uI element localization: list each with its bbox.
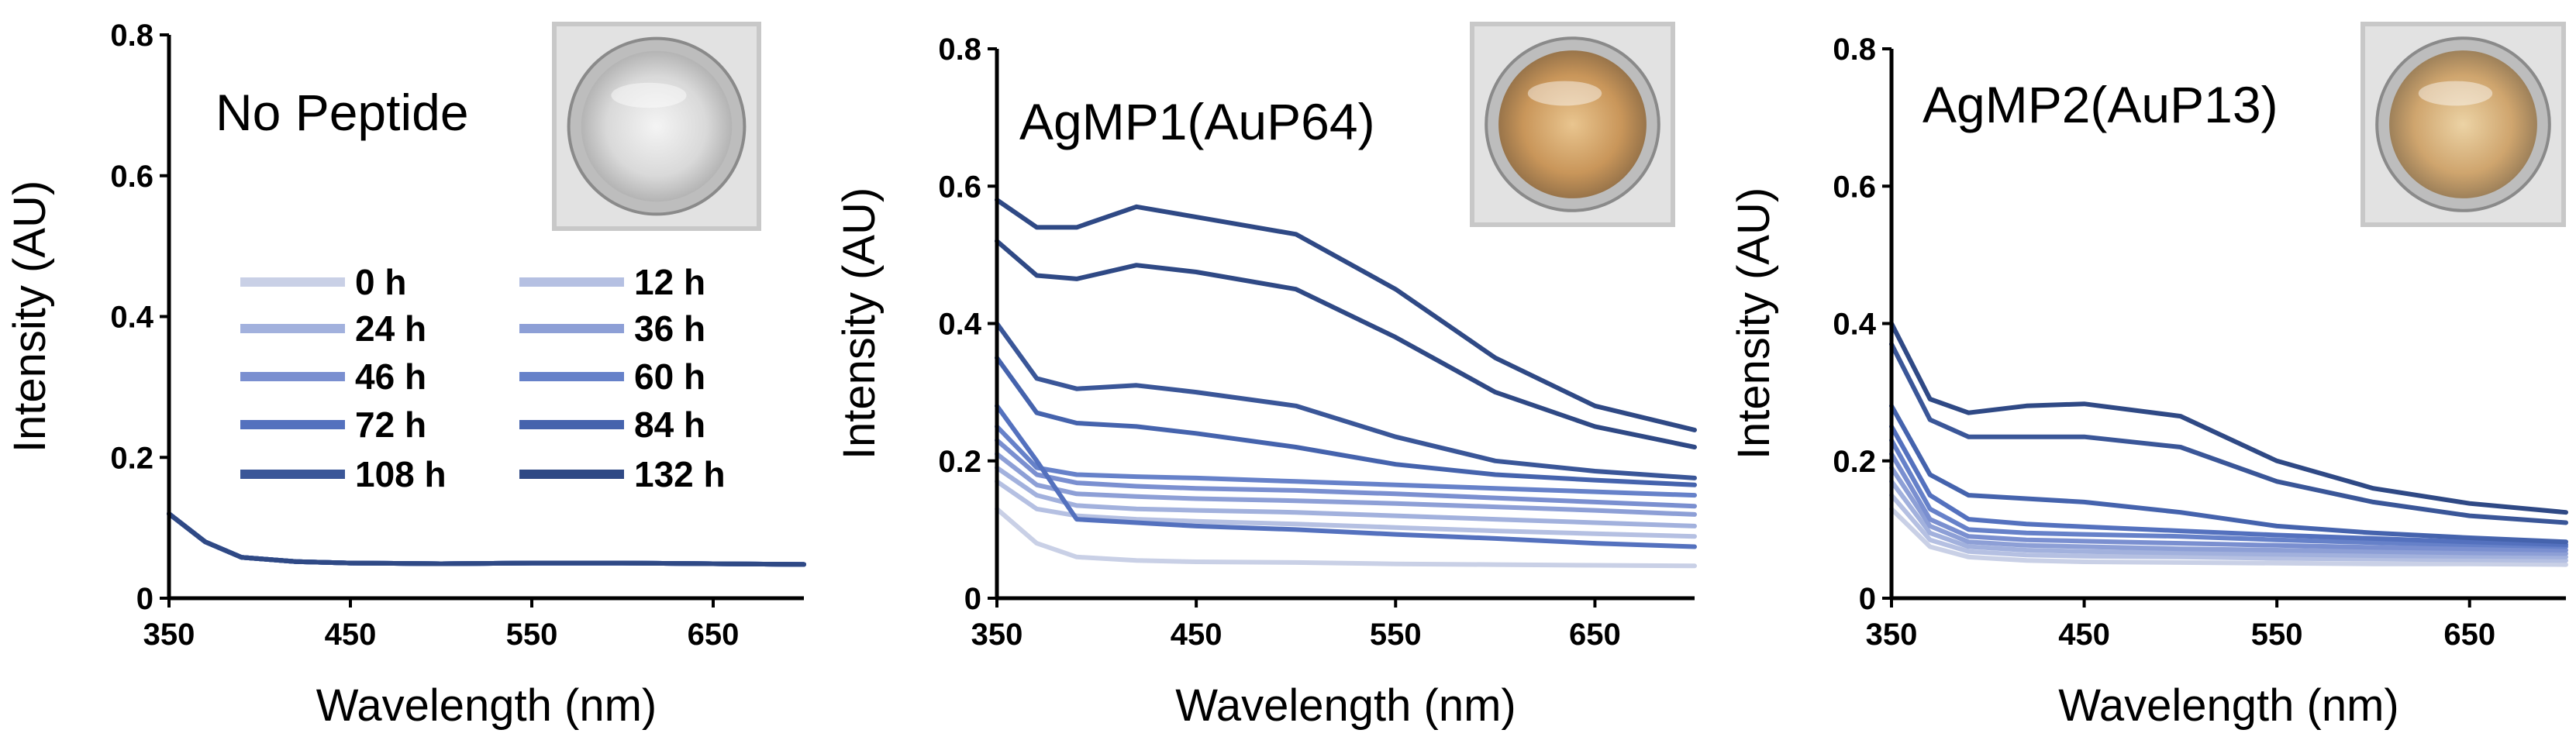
series-line-72h [1889,424,2568,547]
panel-1: 0 0.2 0.4 0.6 0.8 350 450 550 650 Wavelength (nm)… [5,19,806,731]
series-line-84h [1889,403,2568,545]
x-tick-label: 650 [1569,618,1621,652]
y-tick-label: 0.4 [1833,308,1876,342]
series-line-84h [995,355,1697,487]
x-tick-label: 450 [1171,618,1222,652]
panel-title: No Peptide [216,84,469,141]
panel-title: AgMP1(AuP64) [1019,93,1375,150]
y-tick-label: 0.6 [1833,170,1876,204]
series-line-72h [995,403,1697,549]
y-tick-label: 0 [1859,582,1876,616]
vial-highlight [611,82,687,108]
y-tick-label: 0.2 [1833,445,1876,479]
y-axis-title: Intensity (AU) [5,181,55,453]
series-line-132h [995,239,1697,449]
y-axis-title: Intensity (AU) [1729,188,1779,460]
y-tick-label: 0.4 [110,301,153,335]
x-tick-label: 350 [971,618,1023,652]
y-tick-label: 0.6 [110,160,153,194]
vial-photo [552,22,761,231]
x-axis-title: Wavelength (nm) [316,680,657,731]
y-tick-label: 0.2 [938,445,981,479]
legend-label: 46 h [355,356,426,397]
x-tick-label: 650 [688,618,740,652]
x-tick-label: 450 [2058,618,2110,652]
series-lines [1889,321,2568,567]
series-line-0h [995,506,1697,569]
y-tick-label: 0.8 [938,33,981,67]
vial-liquid [1498,50,1647,198]
x-tick-label: 550 [506,618,558,652]
legend-label: 108 h [355,454,447,494]
series-line-132h [995,198,1697,432]
series-line-60h [1889,438,2568,549]
x-axis-title: Wavelength (nm) [1175,680,1516,731]
series-line-108h [1889,342,2568,525]
panel-3: 0 0.2 0.4 0.6 0.8 350 450 550 650 Wavelength (nm)… [1729,22,2568,731]
vial-photo [2360,22,2566,227]
legend-label: 0 h [355,262,406,302]
legend-label: 24 h [355,308,426,349]
vial-photo [1470,22,1675,227]
series-line-0h [1889,506,2568,567]
y-tick-label: 0.6 [938,170,981,204]
y-axis-title: Intensity (AU) [834,188,885,460]
panel-title: AgMP2(AuP13) [1923,76,2278,133]
series-line-24h [1889,479,2568,559]
vial-liquid [2389,50,2537,198]
series-line-46h [995,438,1697,509]
series-line-60h [995,424,1697,498]
legend-label: 60 h [634,356,705,397]
panel-2: 0 0.2 0.4 0.6 0.8 350 450 550 650 Wavelength (nm)… [834,22,1697,731]
legend: 0 h 12 h 24 h 36 h 46 h 60 h 72 h 84 h 108 h 132 … [240,262,726,494]
series-lines [167,511,806,567]
x-tick-label: 550 [1370,618,1422,652]
legend-label: 36 h [634,308,705,349]
series-line-12h [1889,493,2568,563]
y-tick-label: 0.2 [110,441,153,475]
series-line-24h [995,465,1697,528]
series-line-46h [1889,451,2568,553]
y-tick-label: 0 [136,582,153,616]
series-line-108h [995,321,1697,480]
y-tick-label: 0.8 [1833,33,1876,67]
vial-liquid [581,50,733,202]
x-tick-label: 450 [325,618,377,652]
legend-label: 84 h [634,404,705,445]
vial-highlight [1527,81,1602,106]
series-line-12h [995,479,1697,539]
legend-label: 72 h [355,404,426,445]
x-tick-label: 650 [2443,618,2495,652]
legend-label: 132 h [634,454,726,494]
series-line-132h [1889,321,2568,515]
series-line-36h [1889,465,2568,556]
y-tick-label: 0 [964,582,981,616]
vial-highlight [2418,81,2493,106]
x-tick-label: 350 [1866,618,1918,652]
legend-label: 12 h [634,262,705,302]
series-lines [995,198,1697,569]
series-line-132h [167,511,806,567]
x-axis-title: Wavelength (nm) [2058,680,2398,731]
x-tick-label: 350 [143,618,195,652]
y-tick-label: 0.8 [110,19,153,53]
y-tick-label: 0.4 [938,308,981,342]
x-tick-label: 550 [2251,618,2303,652]
